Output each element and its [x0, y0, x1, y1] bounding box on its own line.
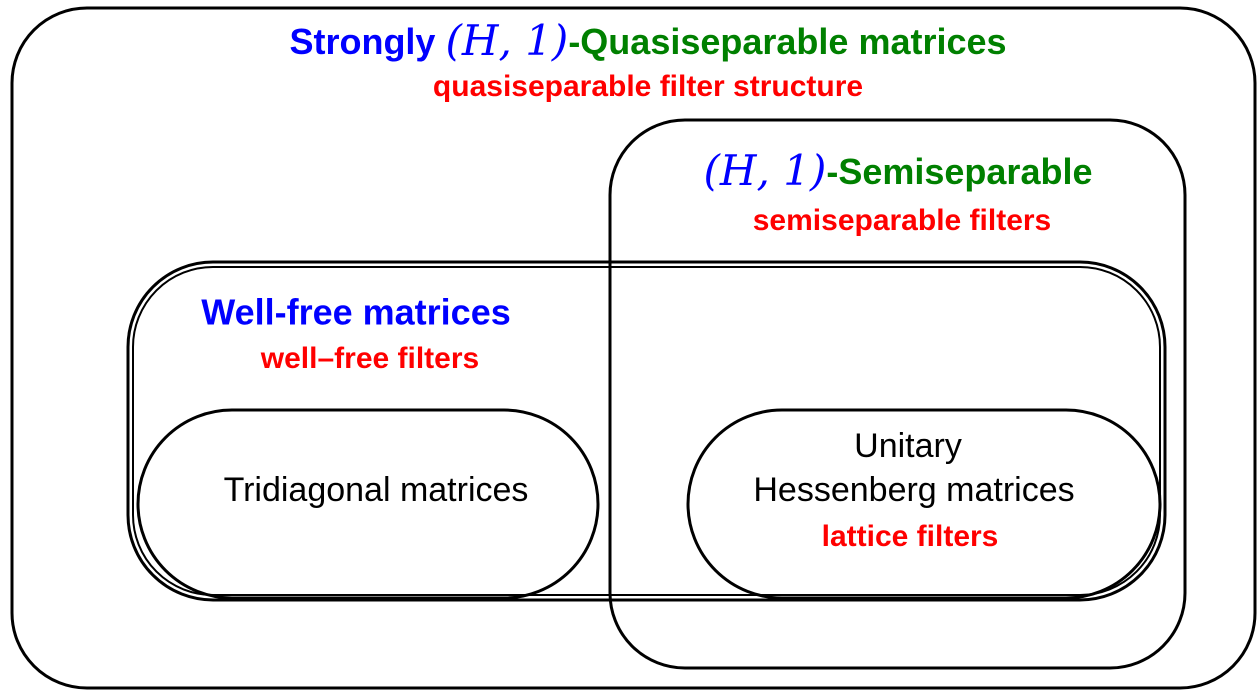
unitary-line2: Hessenberg matrices — [753, 471, 1074, 509]
outer-suffix: -Quasiseparable matrices — [568, 21, 1006, 62]
outer-math: (H, 1) — [445, 16, 568, 65]
outer-set — [10, 6, 1257, 690]
unitary-filter: lattice filters — [822, 520, 999, 553]
unitary-line1: Unitary — [854, 427, 962, 465]
semiseparable-set — [608, 118, 1187, 670]
outer-prefix: Strongly — [289, 21, 435, 62]
tridiagonal-set — [136, 408, 600, 600]
well-free-filter: well–free filters — [260, 342, 479, 375]
well-free-set — [126, 260, 1167, 602]
tridiagonal-title: Tridiagonal matrices — [224, 471, 529, 509]
semi-filter: semiseparable filters — [753, 204, 1052, 237]
semi-title: (H, 1)-Semiseparable — [704, 146, 1093, 195]
well-free-set-inner — [132, 266, 1161, 596]
unitary-set — [686, 408, 1162, 600]
semi-suffix: -Semiseparable — [826, 151, 1092, 192]
semi-math: (H, 1) — [704, 146, 827, 195]
outer-title: Strongly (H, 1)-Quasiseparable matrices — [289, 16, 1006, 65]
well-free-title: Well-free matrices — [201, 292, 510, 333]
outer-filter: quasiseparable filter structure — [433, 70, 863, 103]
